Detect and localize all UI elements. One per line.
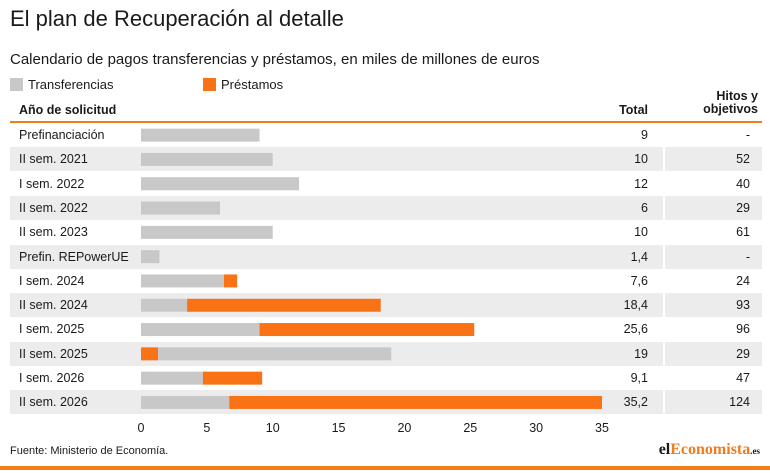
brand-suffix: .es [750, 446, 760, 456]
bar-prestamos [229, 395, 602, 409]
bar-transferencias [141, 152, 273, 166]
chart-subtitle: Calendario de pagos transferencias y pré… [10, 51, 540, 68]
row-total: 6 [641, 200, 648, 215]
bar-transferencias [141, 298, 188, 312]
row-total: 35,2 [623, 395, 648, 410]
table-row: I sem. 2026 9,1 47 [10, 366, 762, 390]
x-tick-label: 15 [332, 421, 346, 435]
table-row: II sem. 2022 6 29 [10, 195, 762, 220]
row-total: 9,1 [630, 371, 648, 385]
bar-transferencias [141, 395, 230, 409]
row-hitos: - [745, 128, 750, 142]
legend-item-prestamos: Préstamos [203, 77, 283, 92]
bar-transferencias [158, 347, 392, 361]
bar-transferencias [141, 323, 260, 337]
row-hitos: 52 [736, 152, 750, 167]
row-label: I sem. 2024 [19, 273, 85, 288]
row-hitos: 24 [736, 273, 750, 288]
table-row: I sem. 2025 25,6 96 [10, 317, 762, 341]
row-hitos: 47 [736, 371, 750, 385]
bottom-accent-bar [0, 466, 770, 470]
legend-swatch-prestamos [203, 78, 216, 91]
bar-prestamos [223, 274, 238, 288]
column-header-hitos: Hitos y objetivos [703, 90, 758, 116]
bar-transferencias [141, 225, 273, 239]
column-header-year: Año de solicitud [19, 103, 117, 117]
row-label: II sem. 2024 [19, 298, 88, 313]
header-divider [10, 121, 762, 123]
x-tick-label: 10 [266, 421, 280, 435]
table-row: Prefin. REPowerUE 1,4 - [10, 244, 762, 269]
row-hitos: - [745, 249, 750, 264]
bar-transferencias [141, 201, 221, 215]
bar-transferencias [141, 371, 203, 385]
row-label: II sem. 2026 [19, 395, 88, 410]
table-row: II sem. 2021 10 52 [10, 147, 762, 172]
bar-transferencias [141, 177, 300, 191]
row-total: 12 [634, 176, 648, 191]
brand-logo: elEconomista.es [659, 441, 760, 459]
row-hitos: 96 [736, 322, 750, 337]
bar-transferencias [141, 250, 160, 264]
row-hitos: 93 [736, 298, 750, 313]
row-total: 10 [634, 152, 648, 167]
column-header-total: Total [619, 103, 648, 117]
brand-accent: Economista [670, 441, 751, 458]
row-total: 9 [641, 128, 648, 142]
row-hitos: 29 [736, 200, 750, 215]
column-header-hitos-line2: objetivos [703, 102, 758, 116]
chart-title: El plan de Recuperación al detalle [10, 6, 344, 31]
row-label: I sem. 2025 [19, 322, 85, 337]
row-total: 18,4 [623, 298, 648, 313]
x-tick-label: 0 [138, 421, 145, 435]
source-note: Fuente: Ministerio de Economía. [10, 445, 169, 457]
x-tick-label: 25 [463, 421, 477, 435]
row-hitos: 61 [736, 225, 750, 240]
row-label: II sem. 2022 [19, 200, 88, 215]
bar-prestamos [202, 371, 263, 385]
row-label: I sem. 2022 [19, 176, 85, 191]
column-separator [663, 123, 665, 413]
row-total: 25,6 [623, 322, 648, 337]
bar-transferencias [141, 128, 260, 142]
table-row: Prefinanciación 9 - [10, 123, 762, 147]
bar-prestamos [141, 347, 159, 361]
bar-transferencias [141, 274, 224, 288]
legend-swatch-transferencias [10, 78, 23, 91]
row-hitos: 40 [736, 176, 750, 191]
row-label: II sem. 2021 [19, 152, 88, 167]
row-hitos: 29 [736, 346, 750, 361]
row-label: Prefinanciación [19, 128, 105, 142]
legend-label-transferencias: Transferencias [28, 77, 114, 92]
row-total: 10 [634, 225, 648, 240]
table-row: II sem. 2023 10 61 [10, 220, 762, 244]
row-total: 7,6 [630, 273, 648, 288]
table-row: II sem. 2024 18,4 93 [10, 293, 762, 318]
legend-label-prestamos: Préstamos [221, 77, 284, 92]
row-label: II sem. 2023 [19, 225, 88, 240]
bar-prestamos [259, 323, 475, 337]
x-tick-label: 5 [203, 421, 210, 435]
row-hitos: 124 [729, 395, 750, 410]
row-label: II sem. 2025 [19, 346, 88, 361]
table-row: I sem. 2024 7,6 24 [10, 269, 762, 293]
row-label: Prefin. REPowerUE [19, 249, 129, 264]
brand-prefix: el [658, 441, 671, 458]
x-tick-label: 30 [529, 421, 543, 435]
row-label: I sem. 2026 [19, 371, 85, 385]
x-tick-label: 35 [595, 421, 609, 435]
bar-prestamos [187, 298, 381, 312]
legend-item-transferencias: Transferencias [10, 77, 114, 92]
table-row: I sem. 2022 12 40 [10, 172, 762, 196]
row-total: 19 [634, 346, 648, 361]
column-header-hitos-line1: Hitos y [716, 89, 758, 103]
row-total: 1,4 [630, 249, 648, 264]
x-tick-label: 20 [397, 421, 411, 435]
